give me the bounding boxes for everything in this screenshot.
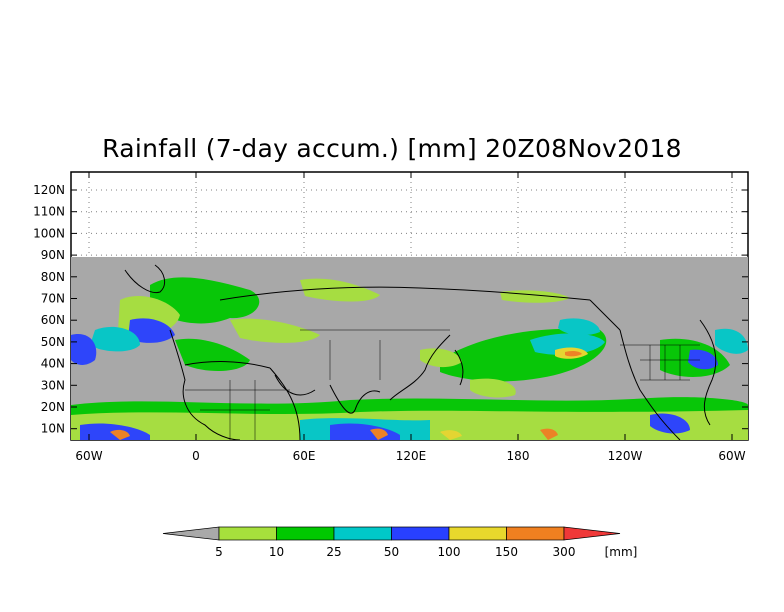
- coast-east-america: [699, 319, 717, 426]
- colorbar-label: 150: [495, 545, 518, 559]
- coast-east-asia: [389, 334, 451, 401]
- colorbar-box: [506, 526, 565, 541]
- colorbar-label: 50: [384, 545, 399, 559]
- lat-label: 30N: [41, 378, 65, 392]
- lat-label: 110N: [33, 205, 65, 219]
- colorbar-label: 300: [553, 545, 576, 559]
- colorbar-unit: [mm]: [605, 545, 638, 559]
- rain-pacific-orange: [565, 350, 582, 357]
- rain-pacific-cyan: [530, 333, 605, 355]
- coast-africa-east: [269, 367, 301, 440]
- rain-tropics-orange-1: [110, 429, 130, 440]
- colorbar-label: 5: [215, 545, 223, 559]
- latitude-axis: 120N 110N 100N 90N 80N 70N 60N 50N 40N 30N 20N 10N: [33, 183, 748, 436]
- coast-europe-africa: [169, 329, 241, 440]
- colorbar-right-arrow: [563, 526, 621, 541]
- data-region: [71, 257, 748, 440]
- lat-label: 10N: [41, 422, 65, 436]
- coast-japan: [454, 349, 464, 386]
- lat-label: 90N: [41, 248, 65, 262]
- lat-label: 80N: [41, 270, 65, 284]
- rain-europe-green: [175, 338, 250, 372]
- rain-nw-pacific-lime: [420, 348, 462, 368]
- lon-label: 120E: [396, 449, 427, 463]
- boundaries: [185, 329, 700, 440]
- colorbar: 5 10 25 50 100 150 300 [mm]: [162, 526, 638, 559]
- colorbar-label: 100: [438, 545, 461, 559]
- colorbar-box: [391, 526, 450, 541]
- rain-east-usa-blue: [688, 349, 718, 370]
- rain-pacific-subtropics-lime: [470, 378, 516, 398]
- rain-west-atlantic-cyan: [715, 328, 748, 354]
- coast-alaska: [589, 299, 621, 331]
- lat-label: 100N: [33, 226, 65, 240]
- lat-label: 70N: [41, 292, 65, 306]
- lon-label: 60E: [293, 449, 316, 463]
- rain-tropics-orange-2: [370, 428, 388, 440]
- rain-gulf-alaska-cyan: [558, 318, 600, 336]
- colorbar-label: 25: [326, 545, 341, 559]
- map-title: Rainfall (7-day accum.) [mm] 20Z08Nov201…: [102, 134, 682, 163]
- lon-label: 0: [192, 449, 200, 463]
- lon-label: 60W: [718, 449, 745, 463]
- lat-label: 120N: [33, 183, 65, 197]
- gridlines: [71, 172, 748, 257]
- colorbar-label: 10: [269, 545, 284, 559]
- coast-west-america: [619, 329, 681, 440]
- lat-label: 40N: [41, 357, 65, 371]
- colorbar-box: [333, 526, 392, 541]
- coast-greenland: [124, 264, 166, 294]
- rain-atlantic-cyan: [90, 326, 140, 352]
- lon-label: 120W: [608, 449, 643, 463]
- coastlines: [124, 264, 717, 440]
- colorbar-left-arrow: [162, 526, 220, 541]
- rain-europe-lime: [230, 318, 320, 343]
- rain-atlantic-blue: [128, 318, 175, 343]
- rain-siberia-lime: [300, 278, 380, 302]
- colorbar-box: [448, 526, 507, 541]
- coast-india: [329, 384, 381, 414]
- lat-label: 60N: [41, 313, 65, 327]
- rain-tropics-yellow: [440, 430, 462, 440]
- rain-patches: [71, 277, 748, 440]
- rain-west-atlantic-blue: [71, 334, 97, 365]
- colorbar-box: [218, 526, 277, 541]
- longitude-axis: 60W 0 60E 120E 180 120W 60W: [75, 172, 746, 463]
- coast-arctic-eurasia: [219, 286, 591, 301]
- lon-label: 180: [507, 449, 530, 463]
- colorbar-box: [276, 526, 335, 541]
- lon-label: 60W: [75, 449, 102, 463]
- coast-mediterranean: [184, 361, 271, 369]
- lat-label: 50N: [41, 335, 65, 349]
- rain-tropics-orange-3: [540, 428, 558, 440]
- lat-label: 20N: [41, 400, 65, 414]
- coast-arabia: [274, 374, 316, 396]
